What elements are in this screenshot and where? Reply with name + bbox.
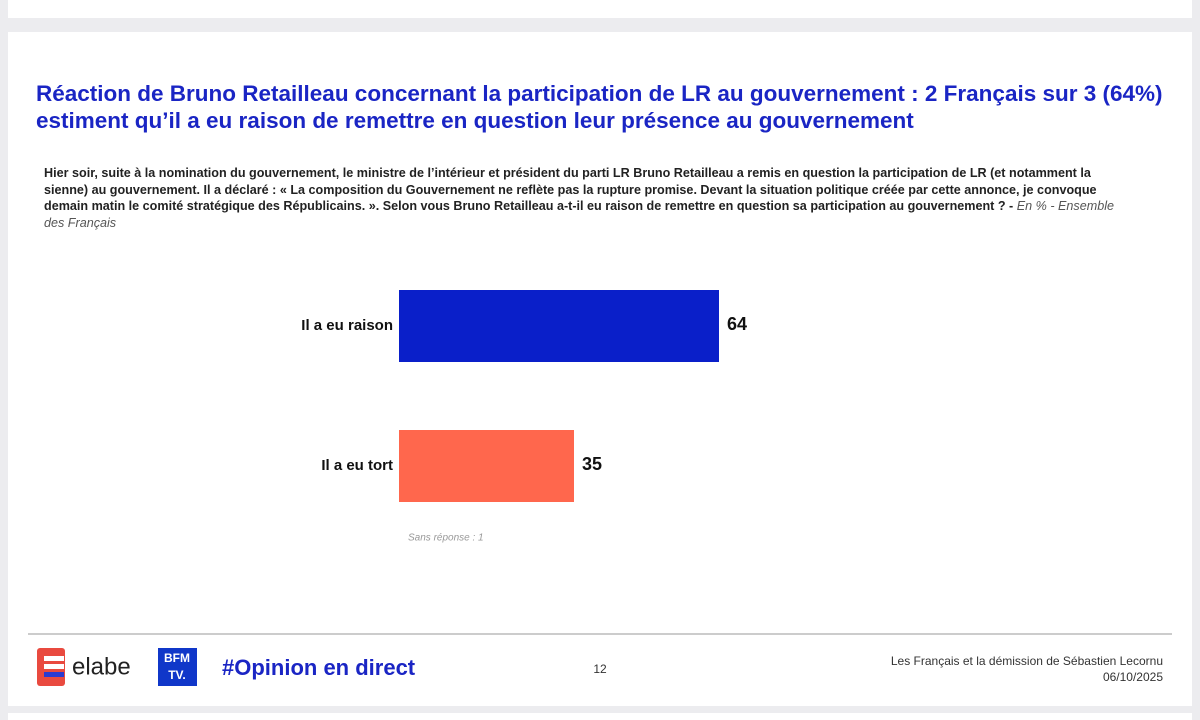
logo-bottom: TV. bbox=[168, 668, 186, 682]
subtitle-note: En % - Ensemble des Français bbox=[44, 199, 1115, 230]
elabe-logo bbox=[37, 648, 65, 686]
value-label: 64 bbox=[727, 314, 747, 334]
next-slide bbox=[8, 713, 1192, 720]
subtitle: Hier soir, suite à la nomination du gouv… bbox=[44, 165, 1124, 231]
hashtag: #Opinion en direct bbox=[222, 655, 416, 680]
study: Les Français et la démission de Sébastie… bbox=[891, 654, 1163, 668]
logo-top: BFM bbox=[164, 651, 190, 665]
value-label: 35 bbox=[582, 454, 602, 474]
bfm-logo bbox=[158, 648, 197, 686]
page-number: 12 bbox=[593, 662, 607, 676]
bar bbox=[399, 430, 574, 502]
slide bbox=[8, 32, 1192, 706]
brand: elabe bbox=[72, 653, 131, 680]
bar bbox=[399, 290, 719, 362]
category-label: Il a eu tort bbox=[321, 457, 393, 474]
previous-slide bbox=[8, 0, 1192, 18]
category-label: Il a eu raison bbox=[301, 317, 393, 334]
date: 06/10/2025 bbox=[1103, 670, 1163, 684]
annotation: Sans réponse : 1 bbox=[408, 533, 484, 544]
chart-title: Réaction de Bruno Retailleau concernant … bbox=[36, 81, 1163, 133]
question: Hier soir, suite à la nomination du gouv… bbox=[44, 166, 1097, 213]
